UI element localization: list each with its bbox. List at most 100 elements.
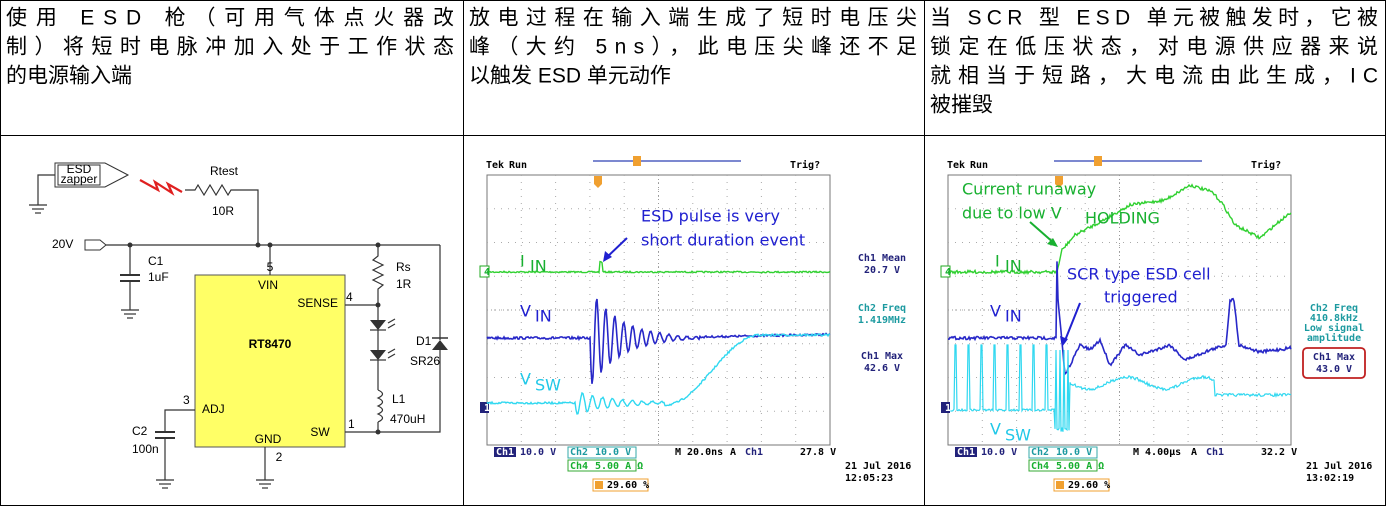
wire: [373, 245, 383, 320]
led: [370, 350, 386, 360]
wire: [388, 349, 395, 353]
circuit-label: L1: [392, 392, 406, 406]
scope-label: 21 Jul 2016: [1306, 461, 1372, 472]
circuit-diagram: [29, 163, 448, 488]
scope-label: Ch1 Max: [1313, 352, 1355, 363]
scope-label: 27.8 V: [800, 447, 836, 458]
scope-label: Ch1: [496, 447, 514, 458]
scope-label: Tek: [947, 160, 965, 171]
scope-label: V: [990, 420, 1001, 439]
scope-label: 4: [484, 267, 490, 278]
scope-label: 29.60 %: [1068, 480, 1110, 491]
scope-label: 10.0 V: [520, 447, 556, 458]
circuit-label: 2: [276, 450, 283, 464]
scope-label: triggered: [1104, 288, 1178, 307]
wire: [388, 319, 395, 323]
pct-icon: [595, 481, 603, 489]
scope-label: I: [995, 252, 1000, 271]
scope-label: due to low V: [962, 204, 1062, 223]
led: [370, 320, 386, 330]
circuit-label: RT8470: [249, 337, 292, 351]
scope-label: V: [520, 370, 531, 389]
wire: [165, 410, 195, 432]
scope-label: 21 Jul 2016: [845, 461, 911, 472]
scope-label: Ch1: [957, 447, 975, 458]
circuit-label: 20V: [52, 237, 73, 251]
scope-label: 10.0 V: [1056, 447, 1092, 458]
circuit-label: 1R: [396, 277, 412, 291]
scope-label: 10.0 V: [595, 447, 631, 458]
scope-label: Current runaway: [962, 180, 1096, 199]
scope-label: SW: [1005, 426, 1031, 445]
cell-text: 被摧毁: [930, 94, 993, 117]
scope-label: Ch2: [1031, 447, 1049, 458]
trigger-marker: [633, 156, 641, 166]
wire: [388, 354, 395, 358]
scope-label: M 20.0ns: [675, 447, 723, 458]
scope-label: 5.00 A Ω: [1056, 461, 1104, 472]
scope-label: Ch1 Max: [861, 351, 903, 362]
scope-label: 5.00 A Ω: [595, 461, 643, 472]
scope-label: 43.0 V: [1316, 364, 1352, 375]
circuit-label: 1: [348, 417, 355, 431]
circuit-label: 470uH: [390, 412, 425, 426]
scope-label: 1.419MHz: [858, 315, 906, 326]
circuit-label: Rtest: [210, 164, 239, 178]
cell-text: 就相当于短路，大电流由此生成，IC: [930, 65, 1378, 88]
cell-text: 放电过程在输入端生成了短时电压尖: [469, 7, 917, 30]
oscilloscope-shots: [480, 156, 1365, 491]
scope-label: V: [520, 302, 531, 321]
scope-label: IN: [1005, 257, 1022, 276]
scope-label: short duration event: [641, 231, 805, 250]
inductor: [378, 390, 383, 422]
scope-label: Trig?: [1251, 159, 1281, 171]
scope-label: SW: [535, 376, 561, 395]
junction: [376, 430, 381, 435]
circuit-label: C2: [132, 424, 148, 438]
scope-label: 10.0 V: [981, 447, 1017, 458]
cell-text: 以触发 ESD 单元动作: [469, 65, 671, 88]
scope-label: Trig?: [790, 159, 820, 171]
circuit-label: ADJ: [202, 402, 225, 416]
circuit-label: Rs: [396, 260, 411, 274]
scope-label: 4: [945, 267, 951, 278]
scope-label: Run: [970, 160, 988, 171]
scope-label: 13:02:19: [1306, 473, 1354, 484]
scope-label: A: [730, 447, 736, 458]
scope-label: M 4.00µs: [1133, 447, 1181, 458]
pct-icon: [1056, 481, 1064, 489]
cell-text: 锁定在低压状态，对电源供应器来说: [930, 36, 1378, 59]
scope-label: 1: [484, 403, 490, 414]
scope-label: ESD pulse is very: [641, 207, 780, 226]
circuit-label: C1: [148, 254, 164, 268]
circuit-label: 5: [267, 260, 274, 274]
circuit-label: 100n: [132, 442, 159, 456]
scope-label: Ch1 Mean: [858, 253, 906, 264]
scope-label: IN: [1005, 307, 1022, 326]
scope-label: Ch4: [1031, 461, 1049, 472]
circuit-label: VIN: [258, 278, 278, 292]
cell-text: 的电源输入端: [6, 65, 132, 88]
wire: [38, 175, 55, 200]
scope-label: Ch2: [570, 447, 588, 458]
circuit-label: 10R: [212, 204, 234, 218]
scope-label: 20.7 V: [864, 265, 900, 276]
scope-label: Ch2 Freq: [858, 303, 906, 314]
scope-label: A: [1191, 447, 1197, 458]
wire: [140, 180, 182, 193]
circuit-label: GND: [255, 432, 282, 446]
cell-text: 制）将短时电脉冲加入处于工作状态: [6, 36, 454, 59]
scope-label: Tek: [486, 160, 504, 171]
scope-label: Ch4: [570, 461, 588, 472]
circuit-label: SR26: [410, 354, 440, 368]
scope-label: amplitude: [1307, 332, 1361, 344]
cell-text: 峰（大约 5ns），此电压尖峰还不足: [469, 36, 917, 59]
circuit-label: D1: [416, 334, 432, 348]
scope-label: IN: [535, 307, 552, 326]
scope-label: SCR type ESD cell: [1067, 265, 1211, 284]
scope-label: 29.60 %: [607, 480, 649, 491]
circuit-label: 3: [183, 393, 190, 407]
circuit-label: zapper: [61, 172, 98, 186]
junction: [256, 243, 261, 248]
page: 使用 ESD 枪（可用气体点火器改制）将短时电脉冲加入处于工作状态的电源输入端放…: [0, 0, 1387, 506]
